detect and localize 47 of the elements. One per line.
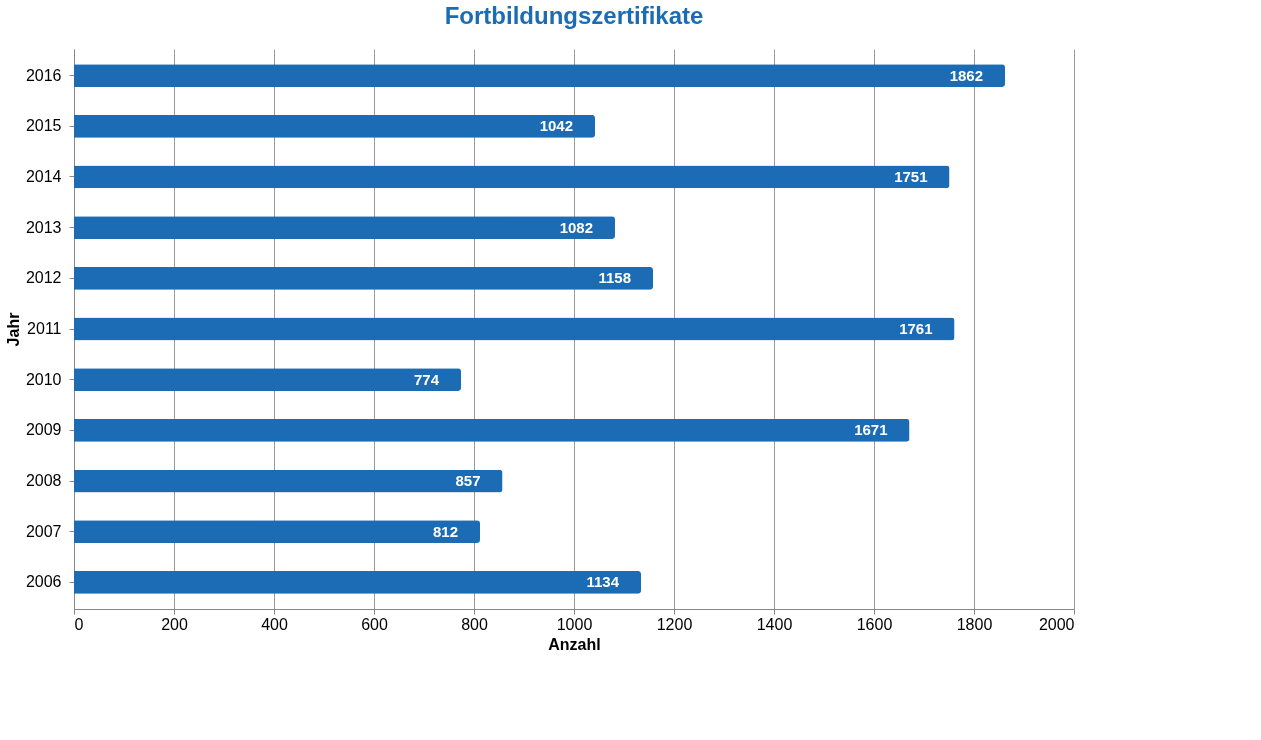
y-tick-label: 2014	[25, 167, 62, 185]
x-tick-label: 1000	[556, 615, 593, 633]
x-tick-label: 0	[74, 615, 84, 633]
y-tick-label: 2013	[25, 218, 62, 236]
y-tick-label: 2011	[27, 320, 62, 337]
data-label: 1761	[899, 320, 933, 337]
data-label: 774	[413, 370, 440, 388]
data-label: 1042	[539, 117, 573, 135]
y-tick-label: 2006	[25, 573, 62, 591]
x-tick-label: 600	[361, 615, 388, 633]
data-label: 812	[432, 522, 458, 540]
x-tick-label: 1800	[956, 615, 993, 633]
data-label: 1751	[894, 167, 928, 185]
x-tick-label: 2000	[1038, 615, 1075, 633]
bar	[74, 216, 615, 240]
data-label: 1671	[854, 421, 888, 439]
y-axis-title: Jahr	[4, 312, 22, 347]
x-tick-label: 400	[261, 615, 288, 633]
x-axis-title: Anzahl	[548, 635, 601, 653]
bar	[74, 368, 461, 392]
data-label: 1082	[559, 218, 593, 236]
x-tick-label: 800	[461, 615, 488, 633]
bar	[74, 266, 653, 290]
bar	[74, 114, 595, 138]
bar	[74, 469, 503, 493]
bar	[74, 64, 1005, 88]
bar	[74, 418, 910, 442]
x-tick-label: 1400	[756, 615, 793, 633]
y-tick-label: 2008	[25, 472, 62, 490]
x-tick-label: 200	[161, 615, 188, 633]
data-label: 1862	[949, 66, 983, 84]
y-tick-label: 2012	[25, 269, 62, 287]
y-tick-label: 2016	[25, 66, 62, 84]
y-tick-label: 2007	[25, 522, 62, 540]
x-tick-label: 1600	[856, 615, 893, 633]
bar	[74, 570, 641, 594]
data-label: 857	[455, 472, 481, 490]
y-tick-label: 2009	[25, 421, 62, 439]
y-tick-label: 2015	[25, 117, 62, 135]
bar	[74, 165, 950, 189]
y-tick-label: 2010	[25, 370, 62, 388]
data-label: 1158	[598, 269, 631, 287]
bar	[74, 317, 955, 341]
data-label: 1134	[586, 573, 620, 591]
chart-title: Fortbildungszertifikate	[444, 2, 704, 29]
x-tick-label: 1200	[656, 615, 693, 633]
bar	[74, 520, 480, 544]
